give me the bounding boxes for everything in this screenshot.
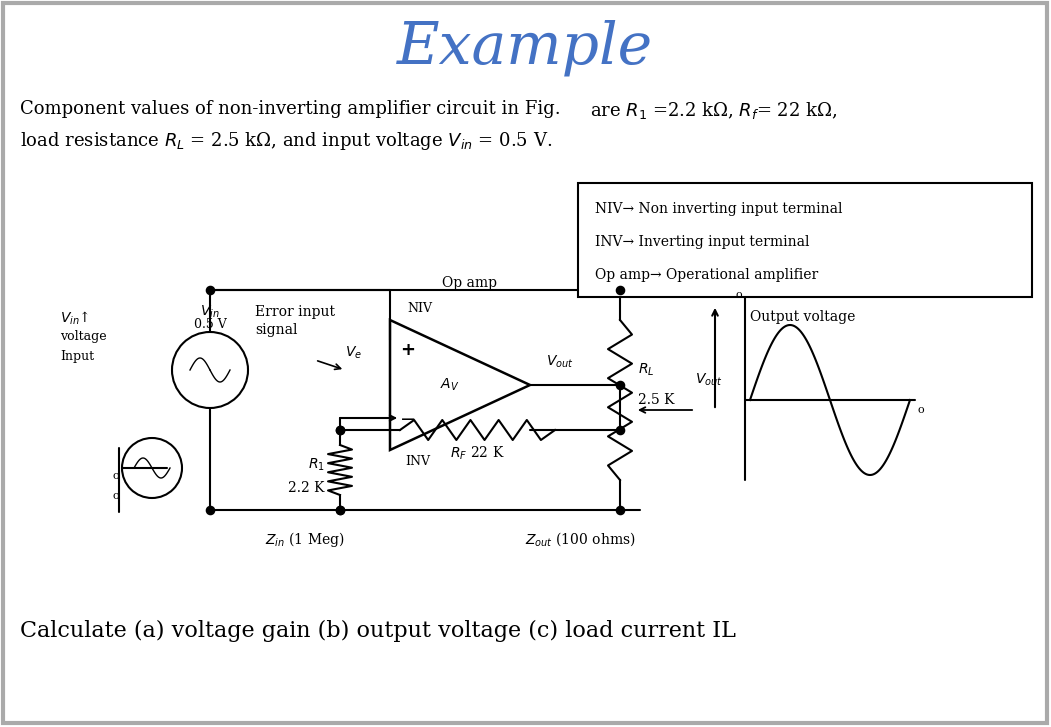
Point [332,424,349,435]
Point [612,284,628,296]
Text: $V_{out}$: $V_{out}$ [695,371,723,388]
Point [332,424,349,435]
Text: voltage: voltage [60,330,106,343]
Text: $V_{in}$: $V_{in}$ [200,304,220,320]
Text: $R_1$: $R_1$ [308,457,325,473]
Text: Calculate (a) voltage gain (b) output voltage (c) load current IL: Calculate (a) voltage gain (b) output vo… [20,620,736,642]
Point [612,379,628,391]
Text: signal: signal [255,323,297,337]
Text: Input: Input [60,350,95,363]
Text: Op amp→ Operational amplifier: Op amp→ Operational amplifier [595,268,819,282]
Text: $V_{in}$↑: $V_{in}$↑ [60,310,89,327]
Text: $V_{out}$: $V_{out}$ [547,353,574,370]
Text: +: + [400,341,415,359]
Text: INV: INV [405,455,430,468]
Text: o: o [736,290,742,300]
Text: $A_V$: $A_V$ [440,377,459,393]
Text: Output voltage: Output voltage [750,310,856,324]
Text: 2.5 K: 2.5 K [638,393,675,407]
Text: o: o [112,491,119,501]
Text: INV→ Inverting input terminal: INV→ Inverting input terminal [595,235,809,249]
FancyBboxPatch shape [578,183,1032,297]
Text: o: o [112,471,119,481]
Text: $Z_{out}$ (100 ohms): $Z_{out}$ (100 ohms) [524,530,635,548]
Text: are $R_1$ =2.2 kΩ, $R_f$= 22 kΩ,: are $R_1$ =2.2 kΩ, $R_f$= 22 kΩ, [590,100,838,121]
Text: o: o [918,405,925,415]
Text: 2.2 K: 2.2 K [289,481,325,495]
Point [332,505,349,516]
Text: Component values of non-inverting amplifier circuit in Fig.: Component values of non-inverting amplif… [20,100,560,118]
Text: load resistance $R_L$ = 2.5 kΩ, and input voltage $V_{in}$ = 0.5 V.: load resistance $R_L$ = 2.5 kΩ, and inpu… [20,130,552,152]
Text: $V_e$: $V_e$ [345,345,362,361]
Text: NIV: NIV [408,302,433,315]
Text: $R_L$: $R_L$ [638,362,655,378]
Point [202,505,219,516]
Text: NIV→ Non inverting input terminal: NIV→ Non inverting input terminal [595,202,843,216]
Point [202,284,219,296]
Point [332,505,349,516]
Text: 0.5 V: 0.5 V [193,318,226,331]
Point [612,505,628,516]
Point [612,424,628,435]
Text: $Z_{in}$ (1 Meg): $Z_{in}$ (1 Meg) [265,530,345,549]
Text: Op amp: Op amp [442,276,497,290]
Text: $R_F$ 22 K: $R_F$ 22 K [450,445,504,462]
Text: Error input: Error input [255,305,335,319]
Text: −: − [399,411,416,430]
Text: Example: Example [397,20,653,76]
